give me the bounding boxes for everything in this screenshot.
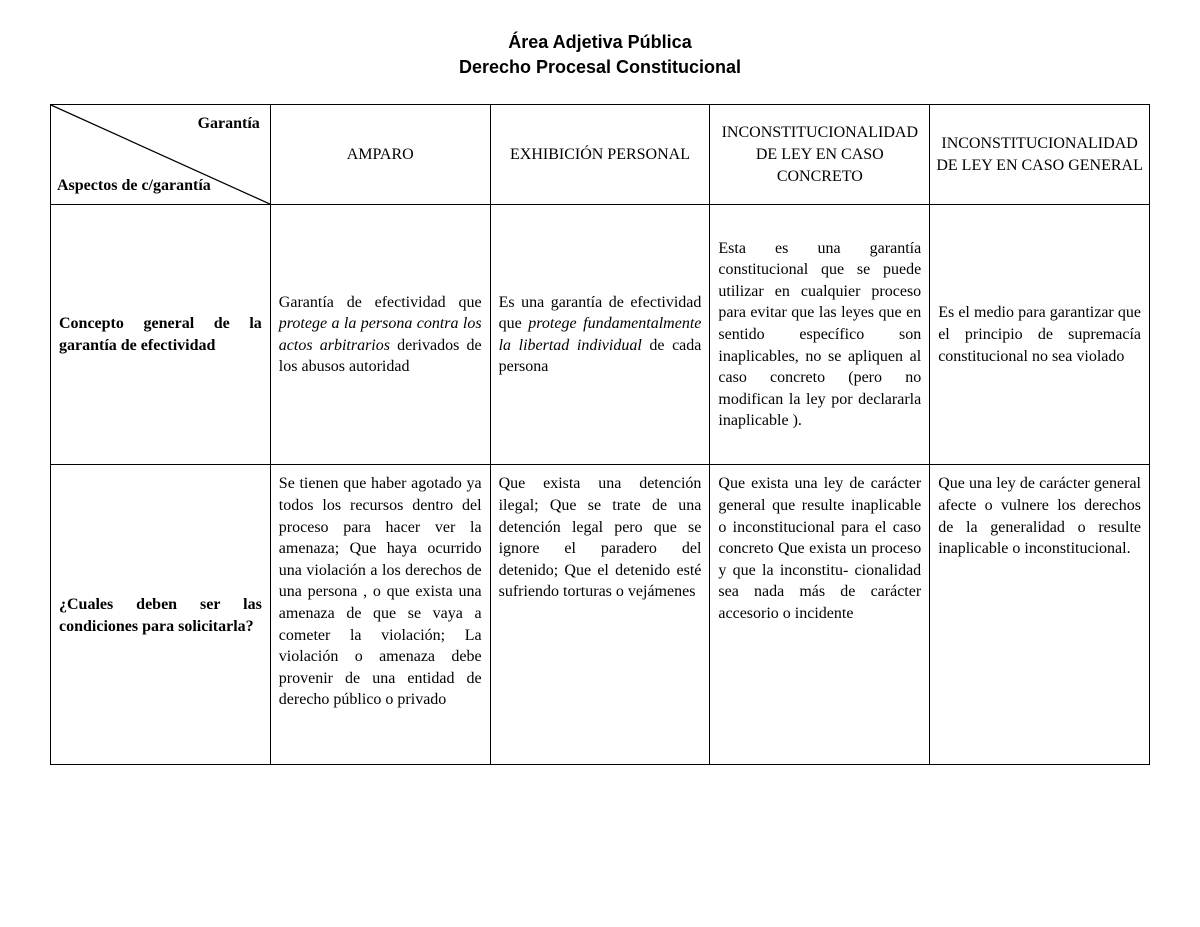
text-fragment: Garantía de efectividad que [279, 294, 482, 311]
cell-concepto-amparo: Garantía de efectividad que protege a la… [270, 205, 490, 465]
col-header-amparo: AMPARO [270, 105, 490, 205]
row-label-condiciones: ¿Cuales deben ser las condiciones para s… [51, 465, 271, 765]
header-line-1: Área Adjetiva Pública [50, 30, 1150, 55]
cell-cond-inconst-concreto: Que exista una ley de carácter general q… [710, 465, 930, 765]
diag-bottom-label: Aspectos de c/garantía [57, 175, 211, 197]
row-label-concepto: Concepto general de la garantía de efect… [51, 205, 271, 465]
cell-concepto-inconst-general: Es el medio para garantizar que el princ… [930, 205, 1150, 465]
cell-cond-inconst-general: Que una ley de carácter general afecte o… [930, 465, 1150, 765]
cell-cond-exhibicion: Que exista una detención ilegal; Que se … [490, 465, 710, 765]
table-header-row: Garantía Aspectos de c/garantía AMPARO E… [51, 105, 1150, 205]
cell-cond-amparo: Se tienen que haber agotado ya todos los… [270, 465, 490, 765]
col-header-inconst-general: INCONSTITUCIONALIDAD DE LEY EN CASO GENE… [930, 105, 1150, 205]
diag-top-label: Garantía [198, 113, 260, 135]
table-row: ¿Cuales deben ser las condiciones para s… [51, 465, 1150, 765]
table-row: Concepto general de la garantía de efect… [51, 205, 1150, 465]
comparison-table: Garantía Aspectos de c/garantía AMPARO E… [50, 104, 1150, 765]
col-header-inconst-concreto: INCONSTITUCIONALIDAD DE LEY EN CASO CONC… [710, 105, 930, 205]
document-header: Área Adjetiva Pública Derecho Procesal C… [50, 30, 1150, 80]
col-header-exhibicion: EXHIBICIÓN PERSONAL [490, 105, 710, 205]
cell-concepto-exhibicion: Es una garantía de efectividad que prote… [490, 205, 710, 465]
diagonal-header-cell: Garantía Aspectos de c/garantía [51, 105, 271, 205]
header-line-2: Derecho Procesal Constitucional [50, 55, 1150, 80]
cell-concepto-inconst-concreto: Esta es una garantía constitucional que … [710, 205, 930, 465]
